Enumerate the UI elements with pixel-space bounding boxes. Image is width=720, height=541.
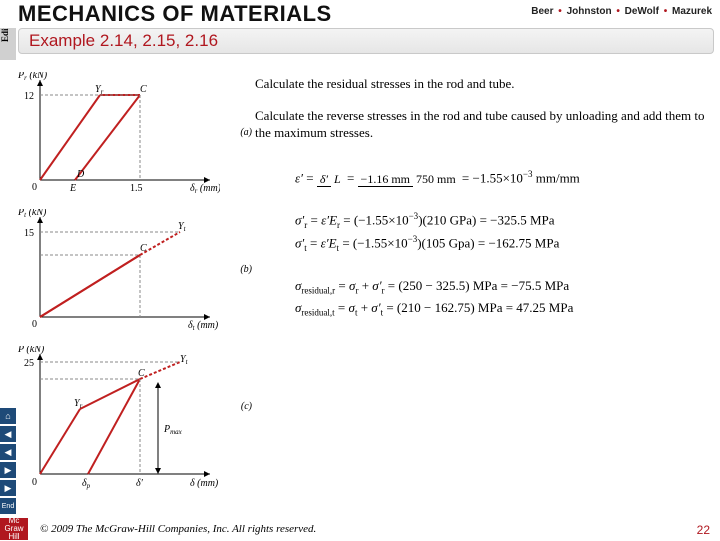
svg-text:12: 12	[24, 91, 34, 102]
nav-strip: ⌂ ◀ ◀ ▶ ▶ End	[0, 408, 16, 516]
svg-text:Pt (kN): Pt (kN)	[17, 209, 47, 219]
nav-next-button[interactable]: ▶	[0, 462, 16, 478]
svg-text:δt (mm): δt (mm)	[188, 320, 219, 332]
eq-residual-r: σresidual,r = σr + σ′r = (250 − 325.5) M…	[295, 278, 712, 296]
copyright-text: © 2009 The McGraw-Hill Companies, Inc. A…	[40, 523, 316, 535]
chart-b: Pt (kN) 15 C Yt 0 δt (mm)	[10, 209, 220, 334]
chart-c: Pmax P (kN) 25 Yr C Yt 0 δp δ′ δ (mm)	[10, 346, 220, 496]
bullet-icon: •	[558, 6, 562, 17]
eq-epsilon: ε′ = δ′L = −1.16 mm750 mm = −1.55×10−3 m…	[295, 169, 712, 187]
book-title: MECHANICS OF MATERIALS	[18, 1, 332, 27]
eq-residual-t: σresidual,t = σt + σ′t = (210 − 162.75) …	[295, 300, 712, 318]
svg-text:δ′: δ′	[136, 478, 144, 489]
publisher-logo-icon: McGrawHill	[0, 518, 28, 540]
svg-text:Yr: Yr	[95, 84, 104, 96]
svg-text:25: 25	[24, 358, 34, 369]
figure-c: Pmax P (kN) 25 Yr C Yt 0 δp δ′ δ (mm) (c…	[10, 346, 240, 496]
bullet-icon: •	[616, 6, 620, 17]
svg-text:0: 0	[32, 182, 37, 193]
svg-text:Pr (kN): Pr (kN)	[17, 72, 48, 82]
nav-end-button[interactable]: End	[0, 498, 16, 514]
author: Mazurek	[672, 6, 712, 17]
figure-a-label: (a)	[240, 127, 252, 138]
svg-text:Yr: Yr	[74, 398, 83, 410]
footer: McGrawHill © 2009 The McGraw-Hill Compan…	[0, 518, 720, 540]
svg-text:Yt: Yt	[178, 221, 187, 233]
example-bar: Example 2.14, 2.15, 2.16	[18, 28, 714, 54]
figure-a: Pr (kN) 12 Yr C D 0 E 1.5 δr (mm) (a)	[10, 72, 240, 197]
svg-text:C: C	[138, 368, 145, 379]
instruction-1: Calculate the residual stresses in the r…	[255, 76, 712, 92]
author: DeWolf	[625, 6, 659, 17]
svg-text:C: C	[140, 243, 147, 254]
eq-sigma-r: σ′r = ε′Er = (−1.55×10−3)(210 GPa) = −32…	[295, 211, 712, 230]
svg-text:P (kN): P (kN)	[17, 346, 45, 355]
figure-b-label: (b)	[240, 264, 252, 275]
svg-text:Pmax: Pmax	[163, 424, 183, 436]
nav-last-button[interactable]: ▶	[0, 480, 16, 496]
content-area: Pr (kN) 12 Yr C D 0 E 1.5 δr (mm) (a)	[0, 62, 720, 518]
svg-text:15: 15	[24, 228, 34, 239]
svg-text:1.5: 1.5	[130, 183, 143, 194]
svg-text:D: D	[76, 169, 85, 180]
right-column: Calculate the residual stresses in the r…	[255, 76, 712, 322]
figure-b: Pt (kN) 15 C Yt 0 δt (mm) (b)	[10, 209, 240, 334]
page-number: 22	[697, 523, 710, 537]
nav-prev-button[interactable]: ◀	[0, 444, 16, 460]
svg-text:δr (mm): δr (mm)	[190, 183, 220, 195]
nav-first-button[interactable]: ◀	[0, 426, 16, 442]
chart-a: Pr (kN) 12 Yr C D 0 E 1.5 δr (mm)	[10, 72, 220, 197]
figure-c-label: (c)	[241, 401, 252, 412]
figure-stack: Pr (kN) 12 Yr C D 0 E 1.5 δr (mm) (a)	[10, 72, 240, 508]
author: Beer	[531, 6, 553, 17]
header: MECHANICS OF MATERIALS Beer • Johnston •…	[0, 0, 720, 28]
bullet-icon: •	[664, 6, 668, 17]
svg-text:Yt: Yt	[180, 354, 189, 366]
svg-text:0: 0	[32, 477, 37, 488]
example-label: Example 2.14, 2.15, 2.16	[29, 31, 218, 51]
author: Johnston	[567, 6, 612, 17]
svg-text:δ (mm): δ (mm)	[190, 478, 219, 489]
svg-text:0: 0	[32, 319, 37, 330]
svg-text:C: C	[140, 84, 147, 95]
svg-text:δp: δp	[82, 478, 91, 490]
equations-block: ε′ = δ′L = −1.16 mm750 mm = −1.55×10−3 m…	[295, 169, 712, 318]
nav-home-button[interactable]: ⌂	[0, 408, 16, 424]
eq-sigma-t: σ′t = ε′Et = (−1.55×10−3)(105 Gpa) = −16…	[295, 234, 712, 253]
authors: Beer • Johnston • DeWolf • Mazurek	[531, 6, 712, 17]
svg-text:E: E	[69, 183, 76, 194]
instruction-2: Calculate the reverse stresses in the ro…	[255, 108, 712, 141]
